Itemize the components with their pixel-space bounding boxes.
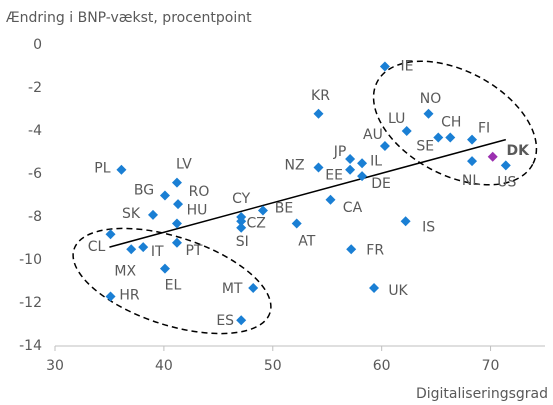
point [105, 229, 116, 240]
point-label: IL [370, 153, 382, 169]
y-tick-label: -2 [28, 80, 42, 96]
point [171, 237, 182, 248]
x-axis-label: Digitaliseringsgrad [416, 386, 548, 402]
y-tick-label: -10 [19, 252, 42, 268]
point [325, 194, 336, 205]
point [400, 216, 411, 227]
point [345, 164, 356, 175]
point [423, 108, 434, 119]
point-label: IS [422, 219, 435, 235]
point [313, 162, 324, 173]
point [445, 132, 456, 143]
point [357, 158, 368, 169]
point-label: LV [176, 157, 192, 173]
point [171, 218, 182, 229]
point [487, 151, 498, 162]
point [248, 282, 259, 293]
point [500, 160, 511, 171]
point [148, 209, 158, 220]
point-label: CY [232, 191, 251, 207]
point [379, 141, 390, 152]
point-label: NO [420, 91, 442, 107]
point-label: CA [343, 200, 363, 216]
point [357, 171, 368, 182]
x-tick-label: 30 [46, 358, 64, 374]
point [257, 205, 268, 216]
point [401, 126, 412, 136]
point-label: NL [462, 173, 480, 189]
y-tick-label: -4 [28, 123, 42, 139]
point-label: AU [363, 127, 383, 143]
x-tick-label: 50 [264, 358, 282, 374]
point-label: DE [371, 176, 391, 192]
x-tick-label: 70 [482, 358, 500, 374]
point [159, 263, 170, 274]
point-label: FR [366, 242, 384, 258]
point [236, 315, 247, 326]
point [126, 244, 137, 255]
point-label: EL [165, 278, 182, 294]
point-label: BE [275, 201, 293, 217]
x-tick-label: 60 [373, 358, 391, 374]
y-tick-label: 0 [33, 37, 42, 53]
point [105, 291, 116, 302]
point-label: EE [325, 168, 343, 184]
y-axis-label: Ændring i BNP-vækst, procentpoint [6, 10, 252, 26]
x-tick-label: 40 [155, 358, 173, 374]
point [346, 244, 357, 255]
point [116, 164, 127, 175]
point [345, 153, 356, 164]
y-tick-label: -14 [19, 338, 42, 354]
point-label: ES [216, 313, 234, 329]
point-label: SK [122, 206, 141, 222]
point-label: IE [400, 59, 413, 75]
point [467, 156, 478, 167]
point-label: DK [506, 143, 530, 159]
point [433, 132, 444, 143]
point-label: CZ [247, 215, 266, 231]
y-tick-label: -12 [19, 295, 42, 311]
point-label: FI [478, 121, 490, 137]
point-label: HR [119, 288, 140, 304]
point [236, 222, 247, 233]
point [236, 216, 247, 227]
point [369, 282, 380, 293]
point-label: RO [189, 184, 210, 200]
point-label: JP [333, 144, 347, 160]
point-label: UK [388, 283, 408, 299]
point-label: PL [94, 161, 110, 177]
point-label: PT [185, 243, 202, 259]
y-tick-label: -8 [28, 209, 42, 225]
point [159, 190, 170, 201]
point [173, 199, 184, 210]
point-label: US [497, 174, 516, 190]
point-label: KR [311, 88, 330, 104]
point-label: AT [298, 233, 315, 249]
point [467, 134, 478, 145]
point-label: IT [151, 244, 164, 260]
point-label: MT [222, 281, 243, 297]
point [171, 177, 182, 188]
point [379, 61, 390, 72]
point-label: CL [88, 239, 106, 255]
point-label: SI [236, 234, 249, 250]
point [313, 108, 324, 119]
trend-line [109, 138, 506, 248]
point-label: CH [441, 114, 461, 130]
point-label: BG [134, 183, 154, 199]
y-tick-label: -6 [28, 166, 42, 182]
point-label: SE [416, 138, 434, 154]
point-label: HU [187, 202, 208, 218]
point-label: MX [114, 263, 136, 279]
point [138, 242, 149, 253]
point-label: LU [388, 111, 405, 127]
point [291, 218, 302, 229]
point-label: NZ [284, 158, 304, 174]
